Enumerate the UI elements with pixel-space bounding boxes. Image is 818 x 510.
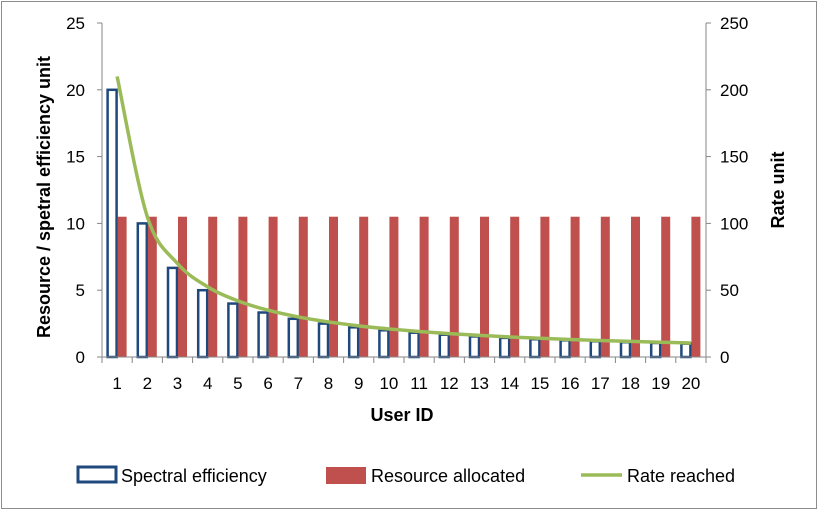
y-left-tick-label: 10 (66, 214, 85, 233)
x-tick-label: 13 (470, 374, 489, 393)
bar-spectral-efficiency (619, 340, 632, 359)
bar-resource-allocated (329, 216, 338, 357)
y-left-tick-label: 25 (66, 14, 85, 33)
y-axis-left-title: Resource / spetral efficiency unit (34, 56, 54, 338)
y-axis-right-title: Rate unit (768, 151, 788, 228)
bar-spectral-efficiency (378, 329, 390, 359)
x-tick-label: 14 (500, 374, 519, 393)
bar-resource-allocated (389, 216, 399, 357)
y-right-tick-label: 250 (720, 14, 748, 33)
legend-item-resource-allocated: Resource allocated (326, 466, 525, 486)
legend-swatch-spectral-efficiency (76, 465, 118, 484)
bar-spectral-efficiency (257, 311, 269, 359)
line-rate-reached (115, 76, 691, 345)
bar-resource-allocated (147, 216, 157, 357)
x-axis-title: User ID (370, 405, 433, 425)
x-tick-label: 1 (112, 374, 121, 393)
x-tick-label: 18 (621, 374, 640, 393)
y-right-tick-label: 200 (720, 81, 748, 100)
bar-resource-allocated (268, 216, 278, 357)
y-left-tick-label: 20 (66, 81, 85, 100)
y-right-tick-label: 150 (720, 148, 748, 167)
bar-resource-allocated (208, 216, 218, 357)
x-tick-label: 8 (324, 374, 333, 393)
x-tick-label: 10 (379, 374, 398, 393)
y-left-tick-label: 15 (66, 148, 85, 167)
bar-resource-allocated (238, 216, 248, 357)
bar-resource-allocated (359, 216, 369, 357)
bar-resource-allocated (449, 216, 459, 357)
bar-spectral-efficiency (680, 342, 692, 359)
bar-resource-allocated (661, 216, 671, 357)
legend-item-spectral-efficiency: Spectral efficiency (76, 465, 267, 486)
legend-label-spectral-efficiency: Spectral efficiency (121, 466, 267, 486)
bar-spectral-efficiency (106, 88, 118, 359)
bar-spectral-efficiency (408, 331, 420, 359)
bar-resource-allocated (419, 216, 429, 357)
bar-resource-allocated (540, 216, 550, 357)
bar-spectral-efficiency (498, 336, 511, 359)
legend-swatch-resource-allocated (326, 467, 366, 484)
bar-resource-allocated (631, 216, 640, 357)
y-left-tick-label: 5 (76, 281, 85, 300)
bar-resource-allocated (117, 216, 127, 357)
x-tick-label: 7 (294, 374, 303, 393)
bar-spectral-efficiency (529, 337, 541, 359)
y-right-tick-label: 100 (720, 214, 748, 233)
y-right-tick-label: 0 (720, 348, 729, 367)
legend-label-resource-allocated: Resource allocated (371, 466, 525, 486)
bar-spectral-efficiency (317, 322, 330, 359)
bar-resource-allocated (510, 216, 520, 357)
legend-item-rate-reached: Rate reached (581, 466, 735, 486)
bar-resource-allocated (298, 216, 308, 357)
bar-spectral-efficiency (559, 339, 571, 359)
x-tick-label: 4 (203, 374, 212, 393)
x-tick-label: 3 (173, 374, 182, 393)
x-tick-label: 20 (681, 374, 700, 393)
x-tick-label: 9 (354, 374, 363, 393)
bar-spectral-efficiency (589, 339, 602, 359)
bar-spectral-efficiency (136, 222, 149, 359)
bar-spectral-efficiency (347, 326, 360, 359)
bar-spectral-efficiency (438, 333, 451, 359)
bar-resource-allocated (480, 216, 489, 357)
bar-spectral-efficiency (227, 302, 239, 359)
legend: Spectral efficiency Resource allocated R… (76, 465, 735, 486)
bar-spectral-efficiency (468, 335, 481, 359)
x-tick-label: 19 (651, 374, 670, 393)
x-tick-label: 15 (530, 374, 549, 393)
y-right-tick-label: 50 (720, 281, 739, 300)
bar-resource-allocated (600, 216, 610, 357)
x-tick-label: 16 (561, 374, 580, 393)
bar-spectral-efficiency (196, 288, 209, 359)
x-tick-label: 5 (233, 374, 242, 393)
bar-resource-allocated (691, 216, 701, 357)
y-left-tick-label: 0 (76, 348, 85, 367)
legend-label-rate-reached: Rate reached (627, 466, 735, 486)
bar-spectral-efficiency (649, 341, 662, 359)
bar-spectral-efficiency (287, 317, 300, 359)
bar-resource-allocated (178, 216, 187, 357)
x-tick-label: 12 (440, 374, 459, 393)
x-tick-label: 6 (263, 374, 272, 393)
x-tick-label: 11 (410, 374, 428, 393)
plot-area (106, 76, 701, 359)
bar-resource-allocated (570, 216, 580, 357)
x-tick-label: 17 (591, 374, 610, 393)
bar-spectral-efficiency (166, 266, 179, 359)
x-tick-label: 2 (143, 374, 152, 393)
